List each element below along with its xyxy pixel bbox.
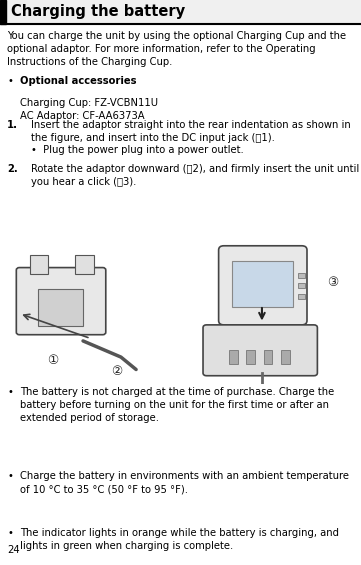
Bar bbox=[0, 0, 361, 24]
Text: Rotate the adaptor downward (␲2), and firmly insert the unit until
you hear a cl: Rotate the adaptor downward (␲2), and fi… bbox=[31, 164, 359, 186]
Text: The battery is not charged at the time of purchase. Charge the
battery before tu: The battery is not charged at the time o… bbox=[20, 387, 334, 423]
Text: Insert the adaptor straight into the rear indentation as shown in
the figure, an: Insert the adaptor straight into the rea… bbox=[31, 120, 351, 155]
Bar bbox=[0, 0, 6, 24]
Text: 1.: 1. bbox=[7, 120, 18, 130]
Text: •: • bbox=[7, 76, 13, 86]
Text: The indicator lights in orange while the battery is charging, and
lights in gree: The indicator lights in orange while the… bbox=[20, 528, 339, 551]
Text: •: • bbox=[7, 387, 13, 397]
Text: Charge the battery in environments with an ambient temperature
of 10 °C to 35 °C: Charge the battery in environments with … bbox=[20, 471, 349, 494]
Text: Charging the battery: Charging the battery bbox=[11, 4, 185, 19]
Text: Optional accessories: Optional accessories bbox=[20, 76, 136, 86]
Text: •: • bbox=[7, 528, 13, 538]
Text: Charging Cup: FZ-VCBN11U
AC Adaptor: CF-AA6373A: Charging Cup: FZ-VCBN11U AC Adaptor: CF-… bbox=[20, 98, 158, 120]
Text: •: • bbox=[7, 471, 13, 481]
Text: You can charge the unit by using the optional Charging Cup and the
optional adap: You can charge the unit by using the opt… bbox=[7, 31, 346, 67]
Text: 2.: 2. bbox=[7, 164, 18, 174]
Text: 24: 24 bbox=[7, 545, 20, 555]
